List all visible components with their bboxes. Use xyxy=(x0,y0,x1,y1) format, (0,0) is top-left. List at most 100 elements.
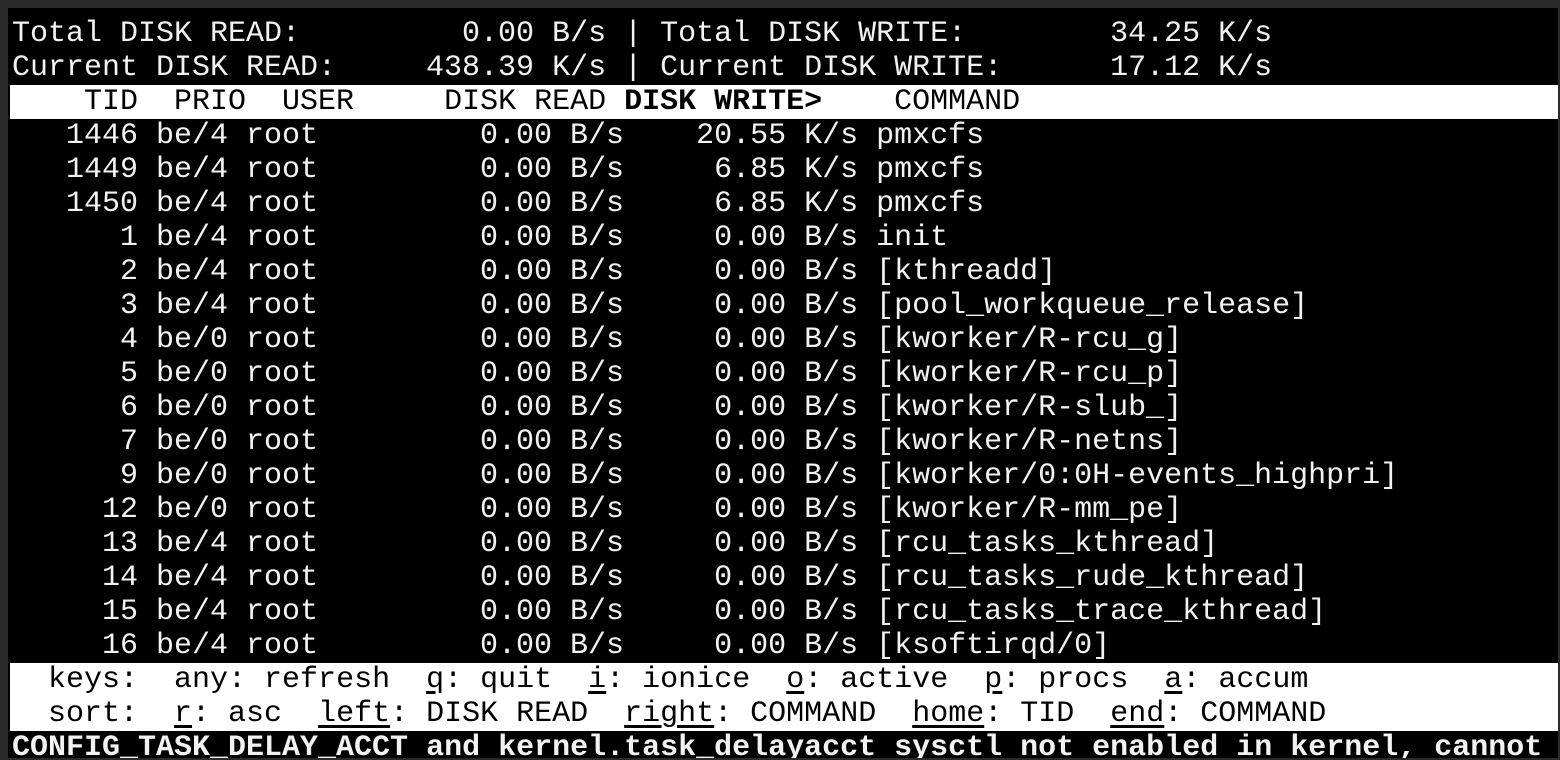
cell-command: [pool_workqueue_release] xyxy=(876,289,1309,323)
separator: | xyxy=(624,17,643,51)
sort-help-line: sort: r: asc left: DISK READ right: COMM… xyxy=(10,697,1558,731)
shortcut-key: any xyxy=(174,663,229,697)
iotop-terminal[interactable]: Total DISK READ: 0.00 B/s | Total DISK W… xyxy=(8,8,1558,758)
cell-prio: be/0 xyxy=(156,323,229,357)
process-row[interactable]: 6 be/0 root 0.00 B/s 0.00 B/s [kworker/R-slub… xyxy=(12,391,1558,425)
shortcut-key: i xyxy=(588,663,607,697)
shortcut-label: : COMMAND xyxy=(1164,697,1327,731)
cell-disk-read: 0.00 B/s xyxy=(480,425,625,459)
cell-disk-write: 0.00 B/s xyxy=(714,595,859,629)
cell-user: root xyxy=(246,255,319,289)
help-item-a: a: accum xyxy=(1164,663,1308,697)
column-disk-write[interactable]: DISK WRITE> xyxy=(624,85,823,119)
total-write-label: Total DISK WRITE: xyxy=(660,17,967,51)
help-item-q: q: quit xyxy=(426,663,552,697)
process-row[interactable]: 4 be/0 root 0.00 B/s 0.00 B/s [kworker/R-rcu_… xyxy=(12,323,1558,357)
cell-command: [rcu_tasks_trace_kthread] xyxy=(876,595,1327,629)
process-row[interactable]: 1450 be/4 root 0.00 B/s 6.85 K/s pmxcfs xyxy=(12,187,1558,221)
cell-disk-write: 0.00 B/s xyxy=(714,459,859,493)
process-row[interactable]: 2 be/4 root 0.00 B/s 0.00 B/s [kthreadd] xyxy=(12,255,1558,289)
cell-command: [ksoftirqd/0] xyxy=(876,629,1111,663)
status-message: CONFIG_TASK_DELAY_ACCT and kernel.task_d… xyxy=(12,731,1543,758)
shortcut-label: : refresh xyxy=(228,663,391,697)
process-row[interactable]: 1449 be/4 root 0.00 B/s 6.85 K/s pmxcfs xyxy=(12,153,1558,187)
process-row[interactable]: 5 be/0 root 0.00 B/s 0.00 B/s [kworker/R-rcu_… xyxy=(12,357,1558,391)
column-disk-read[interactable]: DISK READ xyxy=(444,85,607,119)
cell-tid: 1446 xyxy=(66,119,139,153)
cell-disk-read: 0.00 B/s xyxy=(480,527,625,561)
cell-command: [kworker/R-netns] xyxy=(876,425,1183,459)
cell-tid: 1449 xyxy=(66,153,139,187)
cell-disk-write: 6.85 K/s xyxy=(714,153,859,187)
sort-label: sort: xyxy=(48,697,139,731)
column-user[interactable]: USER xyxy=(282,85,355,119)
shortcut-key: o xyxy=(786,663,805,697)
cell-prio: be/0 xyxy=(156,459,229,493)
shortcut-label: : ionice xyxy=(606,663,751,697)
shortcut-key: left xyxy=(318,697,391,731)
cell-command: [kworker/R-rcu_p] xyxy=(876,357,1183,391)
current-write-label: Current DISK WRITE: xyxy=(660,51,1003,85)
cell-prio: be/4 xyxy=(156,153,229,187)
cell-tid: 4 xyxy=(120,323,139,357)
cell-disk-read: 0.00 B/s xyxy=(480,459,625,493)
help-item-r: r: asc xyxy=(174,697,282,731)
column-tid[interactable]: TID xyxy=(84,85,139,119)
column-prio[interactable]: PRIO xyxy=(174,85,247,119)
current-read-label: Current DISK READ: xyxy=(12,51,337,85)
cell-disk-write: 6.85 K/s xyxy=(714,187,859,221)
cell-disk-write: 0.00 B/s xyxy=(714,323,859,357)
current-read-value: 438.39 K/s xyxy=(426,51,607,85)
process-row[interactable]: 12 be/0 root 0.00 B/s 0.00 B/s [kworker/R-mm_… xyxy=(12,493,1558,527)
total-read-value: 0.00 B/s xyxy=(462,17,607,51)
help-item-home: home: TID xyxy=(912,697,1074,731)
process-row[interactable]: 9 be/0 root 0.00 B/s 0.00 B/s [kworker/0:0H-e… xyxy=(12,459,1558,493)
cell-disk-read: 0.00 B/s xyxy=(480,119,625,153)
cell-command: [kthreadd] xyxy=(876,255,1057,289)
cell-user: root xyxy=(246,561,319,595)
process-row[interactable]: 15 be/4 root 0.00 B/s 0.00 B/s [rcu_tasks_tra… xyxy=(12,595,1558,629)
cell-user: root xyxy=(246,527,319,561)
shortcut-label: : accum xyxy=(1182,663,1309,697)
cell-disk-write: 0.00 B/s xyxy=(714,289,859,323)
column-command[interactable]: COMMAND xyxy=(894,85,1021,119)
cell-tid: 16 xyxy=(102,629,139,663)
cell-tid: 3 xyxy=(120,289,139,323)
cell-user: root xyxy=(246,425,319,459)
process-row[interactable]: 3 be/4 root 0.00 B/s 0.00 B/s [pool_workqueue… xyxy=(12,289,1558,323)
shortcut-label: : procs xyxy=(1002,663,1129,697)
shortcut-label: : asc xyxy=(192,697,283,731)
cell-prio: be/0 xyxy=(156,357,229,391)
cell-user: root xyxy=(246,153,319,187)
cell-tid: 15 xyxy=(102,595,139,629)
cell-command: pmxcfs xyxy=(876,153,985,187)
cell-prio: be/0 xyxy=(156,425,229,459)
cell-disk-read: 0.00 B/s xyxy=(480,391,625,425)
cell-disk-read: 0.00 B/s xyxy=(480,561,625,595)
shortcut-label: : COMMAND xyxy=(714,697,877,731)
cell-disk-write: 0.00 B/s xyxy=(714,391,859,425)
shortcut-key: right xyxy=(624,697,715,731)
cell-tid: 9 xyxy=(120,459,139,493)
cell-tid: 6 xyxy=(120,391,139,425)
process-row[interactable]: 13 be/4 root 0.00 B/s 0.00 B/s [rcu_tasks_kth… xyxy=(12,527,1558,561)
process-row[interactable]: 7 be/0 root 0.00 B/s 0.00 B/s [kworker/R-netn… xyxy=(12,425,1558,459)
process-row[interactable]: 1 be/4 root 0.00 B/s 0.00 B/s init xyxy=(12,221,1558,255)
process-row[interactable]: 1446 be/4 root 0.00 B/s 20.55 K/s pmxcfs xyxy=(12,119,1558,153)
cell-disk-read: 0.00 B/s xyxy=(480,323,625,357)
process-row[interactable]: 14 be/4 root 0.00 B/s 0.00 B/s [rcu_tasks_rud… xyxy=(12,561,1558,595)
cell-user: root xyxy=(246,629,319,663)
cell-disk-read: 0.00 B/s xyxy=(480,221,625,255)
cell-prio: be/4 xyxy=(156,187,229,221)
column-header: TID PRIO USER DISK READ DISK WRITE> COMM… xyxy=(10,85,1558,119)
shortcut-key: q xyxy=(426,663,445,697)
cell-disk-write: 0.00 B/s xyxy=(714,493,859,527)
cell-tid: 12 xyxy=(102,493,139,527)
cell-disk-read: 0.00 B/s xyxy=(480,187,625,221)
cell-prio: be/4 xyxy=(156,119,229,153)
cell-command: pmxcfs xyxy=(876,119,985,153)
cell-disk-read: 0.00 B/s xyxy=(480,629,625,663)
current-write-value: 17.12 K/s xyxy=(1110,51,1273,85)
process-row[interactable]: 16 be/4 root 0.00 B/s 0.00 B/s [ksoftirqd/0] xyxy=(12,629,1558,663)
cell-command: [kworker/R-rcu_g] xyxy=(876,323,1183,357)
